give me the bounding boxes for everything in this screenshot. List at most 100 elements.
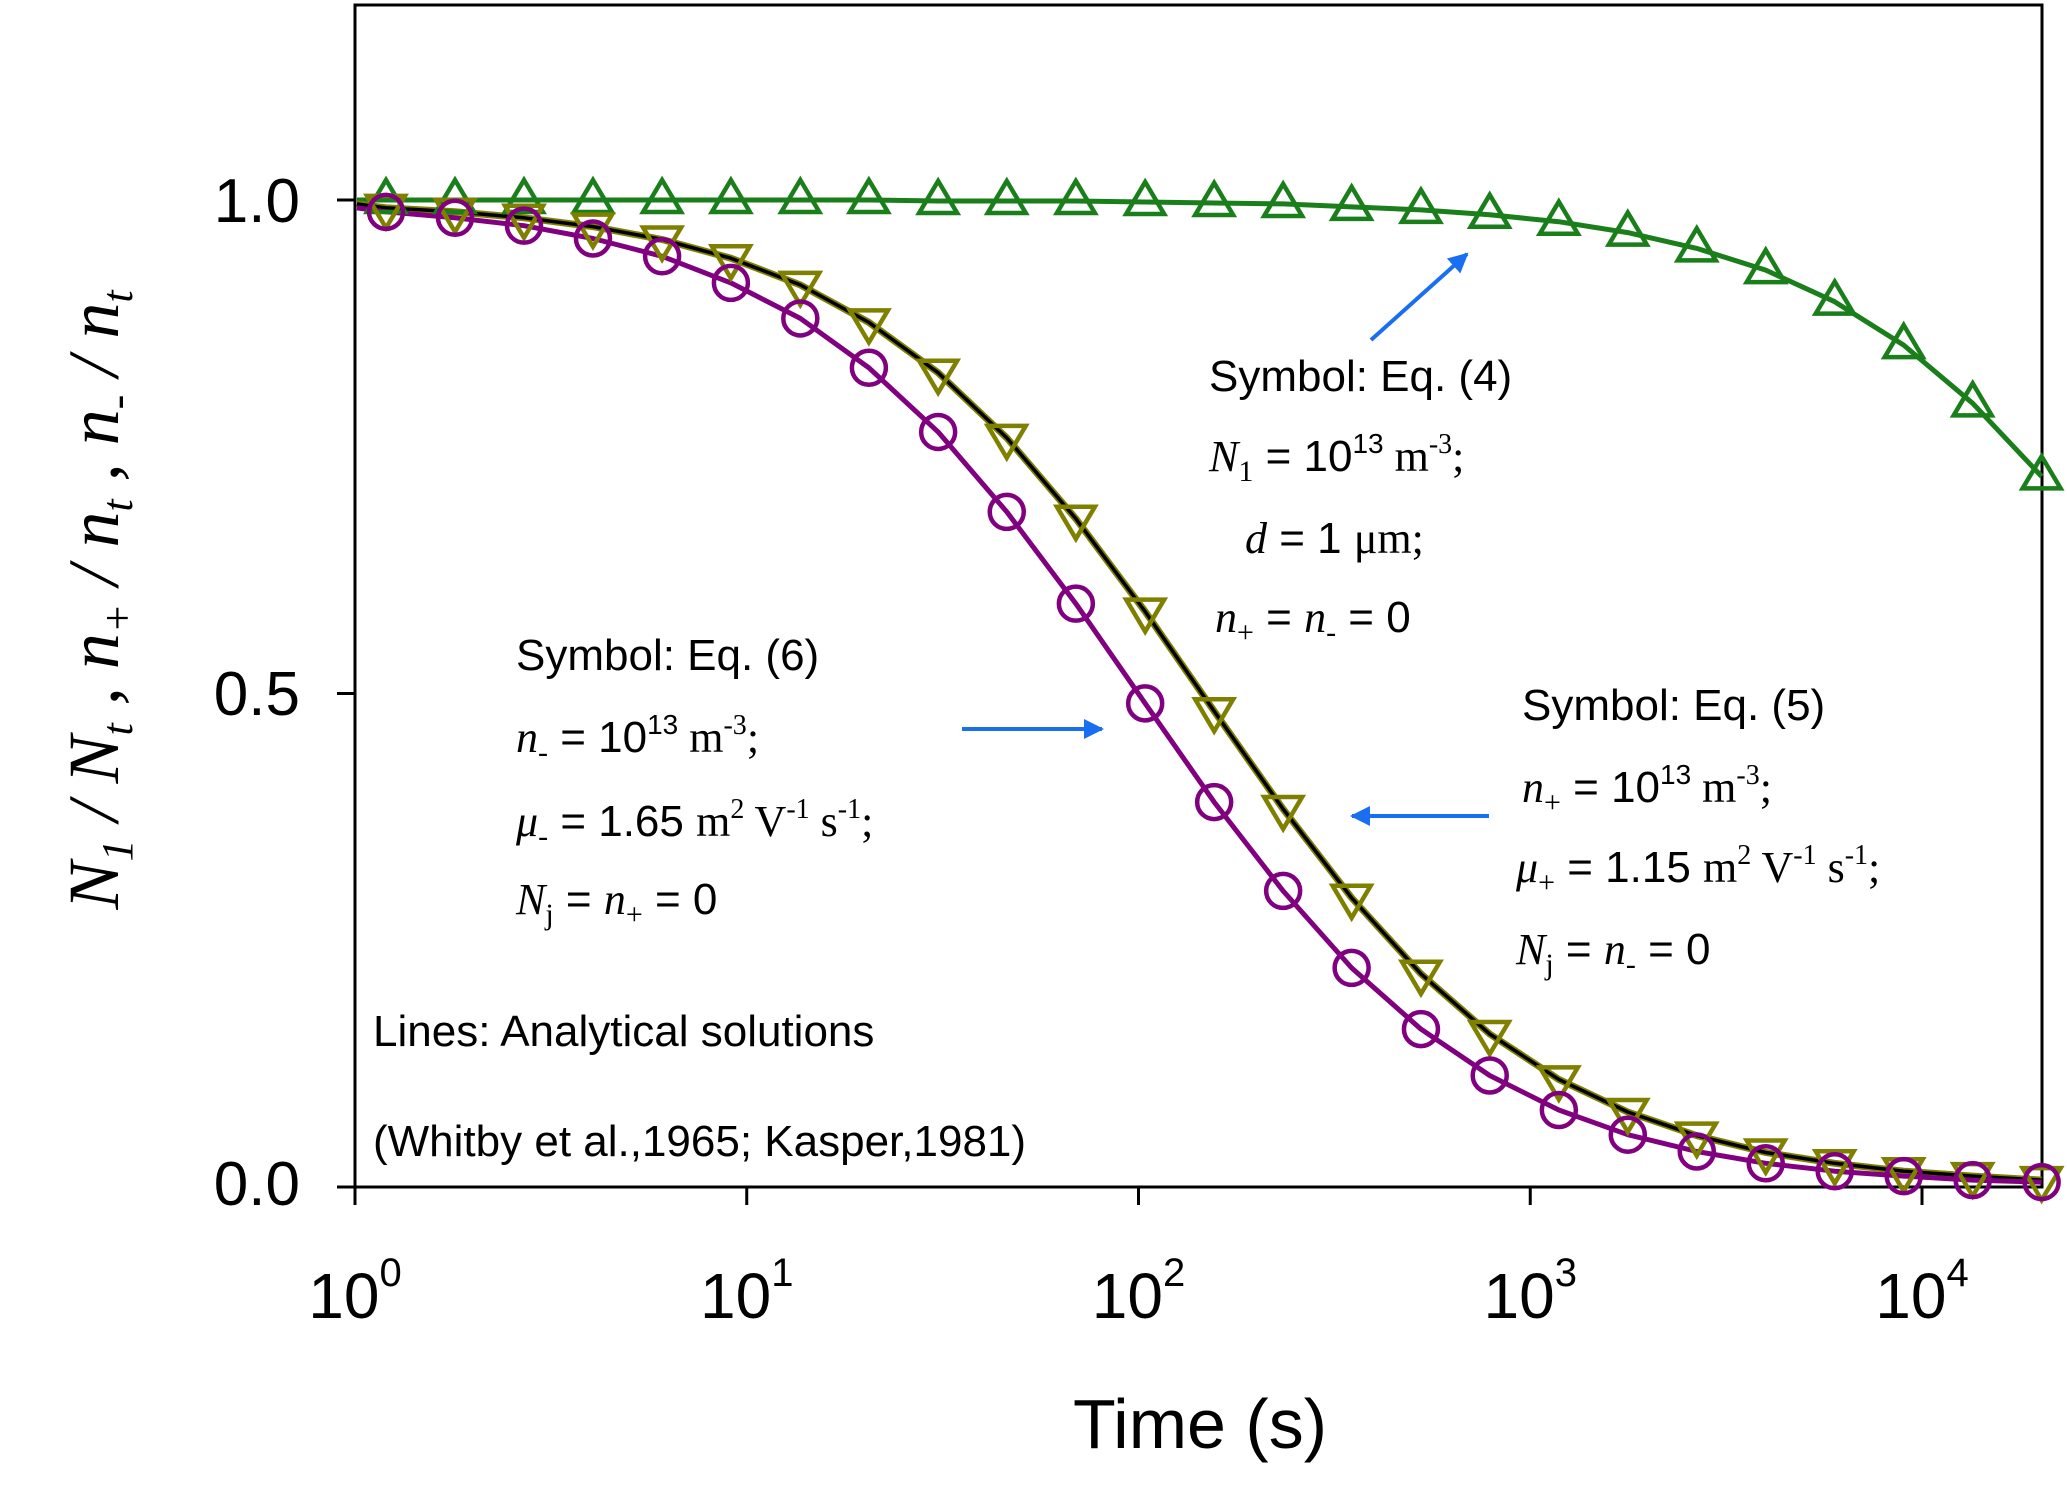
marker-s1-18 [1604, 1097, 1651, 1137]
marker-s2-17 [1539, 1090, 1579, 1130]
x-tick-label-2: 102 [1092, 1251, 1185, 1332]
marker-s1-21 [1811, 1149, 1858, 1188]
marker-s0-14 [1328, 182, 1375, 222]
marker-s0-20 [1742, 245, 1789, 285]
marker-s2-21 [1815, 1151, 1854, 1191]
eq4-initial-ions: n+ = n- = 0 [1215, 593, 1411, 649]
marker-s0-3 [570, 175, 616, 215]
plot-frame [353, 3, 2044, 1189]
marker-s0-23 [1949, 378, 1996, 418]
marker-s1-5 [707, 243, 754, 283]
marker-s2-13 [1263, 871, 1303, 911]
marker-s0-5 [707, 175, 754, 215]
y-tick-label-0.5: 0.5 [214, 660, 300, 729]
annotation-eq4: Symbol: Eq. (4) N1 = 1013 m-3; d = 1 μm; n+… [1208, 352, 1512, 649]
eq4-title: Symbol: Eq. (4) [1209, 352, 1512, 401]
marker-s1-24 [2018, 1165, 2065, 1205]
marker-s1-17 [1535, 1065, 1582, 1104]
marker-s2-18 [1608, 1115, 1648, 1154]
marker-s2-11 [1125, 684, 1165, 723]
x-tick-label-3: 103 [1484, 1251, 1577, 1332]
marker-s1-16 [1466, 1019, 1513, 1059]
marker-s0-8 [915, 176, 962, 216]
marker-s0-16 [1466, 190, 1513, 230]
marker-s2-16 [1470, 1056, 1509, 1095]
marker-s2-22 [1884, 1156, 1923, 1196]
x-tick-label-0: 100 [308, 1251, 401, 1332]
axes [337, 198, 1924, 1205]
marker-s0-17 [1535, 197, 1582, 236]
marker-s2-1 [435, 198, 475, 238]
marker-s0-22 [1880, 320, 1927, 360]
marker-s2-5 [711, 263, 751, 303]
x-tick-label-1: 101 [700, 1251, 793, 1332]
marker-s2-10 [1056, 584, 1096, 623]
marker-s2-4 [642, 237, 682, 276]
marker-s1-13 [1260, 794, 1307, 834]
marker-s0-13 [1260, 179, 1307, 219]
eq5-concentration: n+ = 1013 m-3; [1522, 759, 1772, 819]
marker-s1-8 [915, 358, 962, 398]
marker-s0-21 [1811, 277, 1858, 316]
marker-s2-12 [1194, 782, 1234, 822]
marker-s0-11 [1122, 177, 1169, 217]
marker-s0-15 [1397, 185, 1444, 225]
x-tick-labels: 100 101 102 103 104 [308, 1251, 1968, 1332]
marker-s2-6 [781, 299, 820, 338]
marker-s2-20 [1746, 1144, 1785, 1183]
y-tick-label-0.0: 0.0 [214, 1150, 300, 1219]
x-tick-label-4: 104 [1875, 1251, 1968, 1332]
marker-s0-7 [845, 175, 892, 215]
eq6-initial: Nj = n+ = 0 [515, 875, 717, 931]
marker-s0-12 [1191, 178, 1238, 218]
marker-s1-14 [1328, 883, 1375, 923]
eq4-concentration: N1 = 1013 m-3; [1208, 428, 1464, 488]
marker-s1-3 [570, 212, 616, 252]
marker-s1-15 [1397, 959, 1444, 999]
marker-s1-7 [845, 308, 892, 347]
marker-s2-3 [573, 219, 613, 258]
marker-s2-24 [2022, 1162, 2061, 1202]
citation-note: (Whitby et al.,1965; Kasper,1981) [373, 1117, 1026, 1166]
marker-s0-19 [1673, 223, 1720, 263]
marker-s2-7 [849, 348, 889, 388]
annotation-eq5: Symbol: Eq. (5) n+ = 1013 m-3; μ+ = 1.15 m… [1515, 681, 1880, 981]
marker-s2-23 [1953, 1160, 1992, 1200]
marker-s1-11 [1122, 597, 1169, 636]
eq6-mobility: μ- = 1.65 m2 V-1 s-1; [515, 794, 873, 853]
marker-s2-15 [1401, 1009, 1441, 1049]
marker-s1-6 [777, 270, 824, 310]
marker-s2-9 [987, 492, 1027, 532]
x-axis-title: Time (s) [1073, 1385, 1327, 1463]
marker-s2-19 [1677, 1132, 1717, 1171]
marker-s0-10 [1052, 176, 1099, 216]
eq6-concentration: n- = 1013 m-3; [516, 709, 759, 769]
marker-s0-2 [501, 175, 547, 215]
marker-s1-20 [1742, 1138, 1789, 1177]
marker-s0-1 [432, 175, 478, 215]
marker-s0-18 [1604, 208, 1651, 247]
eq5-title: Symbol: Eq. (5) [1522, 681, 1825, 730]
eq6-title: Symbol: Eq. (6) [516, 631, 819, 680]
y-axis-title: N1 / Nt , n+ / nt , n- / nt [54, 289, 142, 911]
marker-s0-6 [777, 175, 824, 215]
marker-s1-10 [1052, 504, 1099, 544]
marker-s1-2 [501, 203, 547, 243]
eq5-mobility: μ+ = 1.15 m2 V-1 s-1; [1515, 840, 1880, 899]
eq4-diameter: d = 1 μm; [1245, 514, 1424, 563]
annotation-eq6: Symbol: Eq. (6) n- = 1013 m-3; μ- = 1.65 m… [515, 631, 873, 931]
marker-s0-9 [983, 176, 1030, 216]
marker-s0-4 [639, 175, 686, 215]
marker-s2-14 [1332, 948, 1371, 988]
marker-s0-24 [2018, 451, 2065, 491]
eq5-initial: Nj = n- = 0 [1515, 925, 1710, 981]
marker-s2-0 [366, 192, 406, 232]
marker-s2-2 [504, 206, 544, 245]
marker-s2-8 [918, 412, 958, 452]
arrow-eq4 [1369, 252, 1469, 342]
y-tick-label-1.0: 1.0 [214, 167, 300, 236]
lines-note: Lines: Analytical solutions [373, 1007, 874, 1056]
marker-s1-9 [983, 423, 1030, 463]
marker-s1-12 [1191, 697, 1238, 736]
